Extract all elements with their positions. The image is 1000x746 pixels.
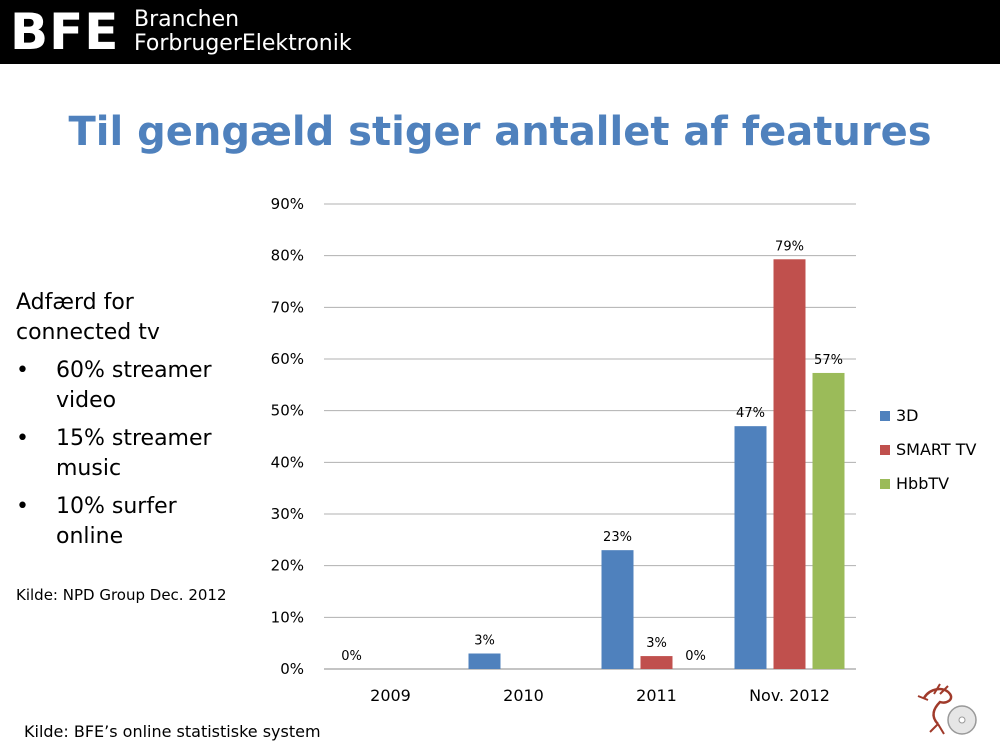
footer-source: Kilde: BFE’s online statistiske system (24, 722, 321, 741)
bullet-icon: • (16, 494, 29, 519)
y-tick-label: 30% (271, 505, 304, 523)
brand-logo: BFE (10, 3, 120, 61)
bar (468, 653, 501, 669)
y-tick-label: 0% (280, 660, 304, 678)
list-item: • 60% streamer video (16, 356, 246, 416)
x-tick-label: 2010 (503, 686, 544, 705)
list-item: • 15% streamer music (16, 424, 246, 484)
brand-name-line2: ForbrugerElektronik (134, 31, 352, 56)
behavior-list: • 60% streamer video • 15% streamer musi… (16, 356, 246, 552)
x-tick-label: 2009 (370, 686, 411, 705)
data-label: 3% (646, 636, 667, 651)
y-tick-label: 90% (271, 195, 304, 213)
legend-label: SMART TV (896, 440, 977, 459)
list-item-line1: 60% streamer (56, 358, 212, 383)
legend-label: 3D (896, 406, 919, 425)
data-label: 0% (341, 649, 362, 664)
y-tick-label: 70% (271, 298, 304, 316)
data-label: 3% (474, 634, 495, 649)
list-item-line2: online (56, 524, 124, 549)
bar (812, 372, 845, 669)
sidebar-source: Kilde: NPD Group Dec. 2012 (16, 586, 227, 604)
bar (640, 656, 673, 669)
sidebar-heading-line2: connected tv (16, 320, 160, 345)
y-tick-label: 20% (271, 557, 304, 575)
list-item-line2: music (56, 456, 122, 481)
y-tick-label: 60% (271, 350, 304, 368)
list-item-line1: 10% surfer (56, 494, 177, 519)
mascot-logo-icon (917, 683, 977, 735)
bar (773, 259, 806, 669)
y-tick-label: 10% (271, 608, 304, 626)
y-tick-label: 80% (271, 247, 304, 265)
legend-swatch (880, 445, 890, 455)
legend-swatch (880, 479, 890, 489)
bullet-icon: • (16, 358, 29, 383)
x-tick-label: 2011 (636, 686, 677, 705)
data-label: 0% (685, 649, 706, 664)
data-label: 23% (603, 530, 632, 545)
data-label: 79% (775, 239, 804, 254)
sidebar-heading-line1: Adfærd for (16, 290, 134, 315)
y-tick-label: 40% (271, 453, 304, 471)
data-label: 57% (814, 353, 843, 368)
data-label: 47% (736, 406, 765, 421)
bar (601, 550, 634, 669)
bullet-icon: • (16, 426, 29, 451)
bar (734, 426, 767, 669)
list-item-line1: 15% streamer (56, 426, 212, 451)
x-tick-label: Nov. 2012 (749, 686, 830, 705)
header-bar: BFE Branchen ForbrugerElektronik (0, 0, 1000, 64)
legend-label: HbbTV (896, 474, 950, 493)
list-item-line2: video (56, 388, 117, 413)
brand-name-line1: Branchen (134, 7, 240, 32)
y-tick-label: 50% (271, 402, 304, 420)
legend-swatch (880, 411, 890, 421)
list-item: • 10% surfer online (16, 492, 246, 552)
slide-title: Til gengæld stiger antallet af features (68, 109, 932, 155)
sidebar-notes: Adfærd for connected tv • 60% streamer v… (16, 288, 246, 604)
